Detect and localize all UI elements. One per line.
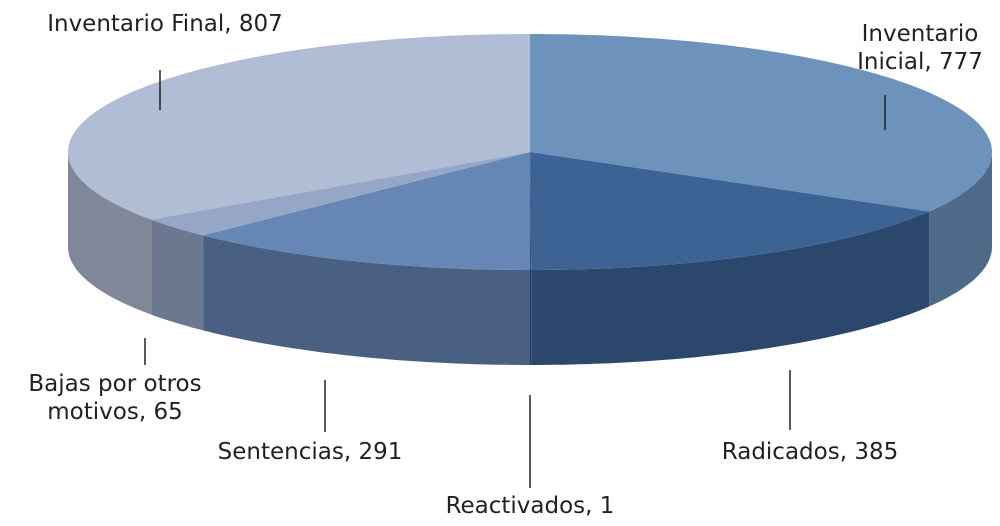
slice-side xyxy=(151,219,204,331)
slice xyxy=(68,34,530,220)
slice-side xyxy=(203,235,530,365)
data-label: Sentencias, 291 xyxy=(217,439,403,465)
slice-side xyxy=(530,270,532,365)
data-label: Inventario Final, 807 xyxy=(47,11,283,37)
data-label: Bajas por otros motivos, 65 xyxy=(28,371,202,425)
data-label: Reactivados, 1 xyxy=(445,493,615,519)
slice xyxy=(530,152,930,270)
slice xyxy=(203,152,530,270)
slice xyxy=(151,152,530,236)
slice-side xyxy=(929,152,992,307)
slice xyxy=(530,34,992,212)
data-label: Inventario Inicial, 777 xyxy=(857,21,983,75)
slice-side xyxy=(531,211,930,365)
slice xyxy=(530,152,532,270)
data-label: Radicados, 385 xyxy=(721,439,899,465)
slice-side xyxy=(68,152,152,315)
